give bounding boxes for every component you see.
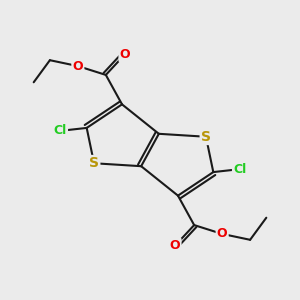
Text: O: O xyxy=(170,239,180,252)
Text: Cl: Cl xyxy=(54,124,67,137)
Text: Cl: Cl xyxy=(233,163,246,176)
Text: O: O xyxy=(73,60,83,73)
Text: S: S xyxy=(201,130,211,144)
Text: S: S xyxy=(89,156,99,170)
Text: O: O xyxy=(217,227,227,240)
Text: O: O xyxy=(120,48,130,61)
